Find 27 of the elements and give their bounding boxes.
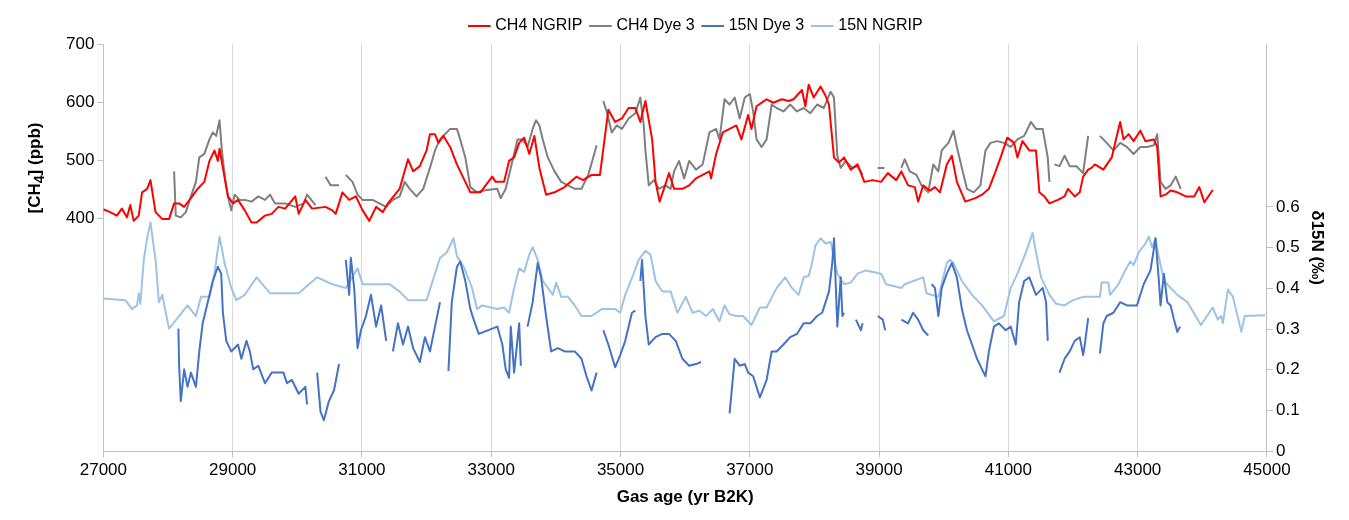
y2-tick-label: 0.6 (1275, 196, 1300, 216)
x-tick-label: 31000 (338, 460, 386, 480)
y2-tick-label: 0.2 (1275, 359, 1300, 379)
y2-tick-label: 0 (1275, 440, 1286, 460)
y-tick-label: 600 (65, 91, 95, 111)
x-tick-label: 29000 (209, 460, 257, 480)
x-tick-label: 37000 (726, 460, 774, 480)
y2-tick-label: 0.1 (1275, 400, 1300, 420)
legend-label: CH4 Dye 3 (616, 16, 695, 34)
x-tick-label: 39000 (855, 460, 903, 480)
y2-tick-label: 0.4 (1275, 278, 1300, 298)
legend-label: 15N Dye 3 (728, 16, 805, 34)
x-tick-label: 41000 (984, 460, 1033, 480)
x-tick-label: 27000 (79, 460, 127, 480)
legend-label: 15N NGRIP (838, 16, 923, 34)
y-tick-label: 700 (65, 33, 95, 53)
y2-tick-label: 0.3 (1275, 318, 1300, 338)
legend-label: CH4 NGRIP (495, 16, 583, 34)
x-tick-label: 45000 (1243, 460, 1291, 480)
y-tick-label: 500 (65, 150, 95, 170)
y2-tick-label: 0.5 (1275, 237, 1300, 257)
y2-axis-title: δ15N (‰) (1308, 210, 1328, 285)
x-tick-label: 33000 (467, 460, 515, 480)
x-tick-label: 43000 (1114, 460, 1162, 480)
y-tick-label: 400 (65, 208, 95, 228)
x-tick-label: 35000 (596, 460, 645, 480)
x-axis-title: Gas age (yr B2K) (616, 487, 754, 507)
